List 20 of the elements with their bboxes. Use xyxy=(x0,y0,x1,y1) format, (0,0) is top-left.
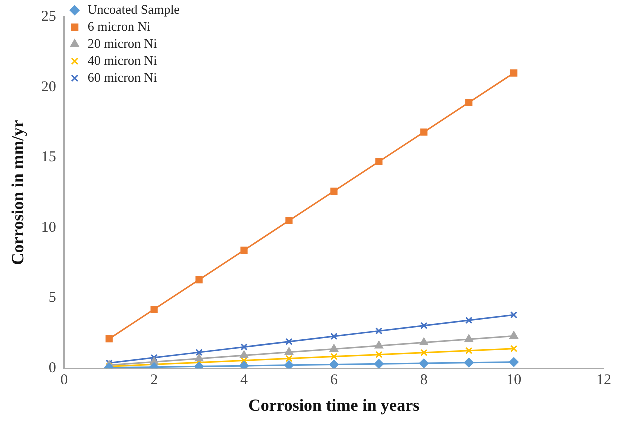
legend-label: 20 micron Ni xyxy=(88,36,158,51)
y-axis-title: Corrosion in mm/yr xyxy=(8,120,28,266)
y-tick-label: 10 xyxy=(41,220,56,236)
x-tick-label: 6 xyxy=(330,372,338,389)
x-tick-label: 8 xyxy=(420,372,428,389)
x-axis-title: Corrosion time in years xyxy=(248,396,420,416)
x-tick-label: 10 xyxy=(506,372,522,389)
x-tick-label: 0 xyxy=(60,372,68,389)
y-tick-label: 15 xyxy=(41,150,56,166)
legend-label: 40 micron Ni xyxy=(88,52,158,68)
legend-label: 6 micron Ni xyxy=(88,18,152,34)
y-tick-label: 5 xyxy=(48,290,56,306)
y-tick-label: 0 xyxy=(48,360,56,377)
x-tick-label: 2 xyxy=(150,372,158,389)
x-tick-label: 12 xyxy=(596,372,612,389)
legend-label: Uncoated Sample xyxy=(88,2,180,17)
x-tick-label: 4 xyxy=(240,372,249,389)
legend-label: 60 micron Ni xyxy=(88,70,158,85)
y-tick-label: 25 xyxy=(41,8,56,25)
y-tick-label: 20 xyxy=(41,79,56,96)
